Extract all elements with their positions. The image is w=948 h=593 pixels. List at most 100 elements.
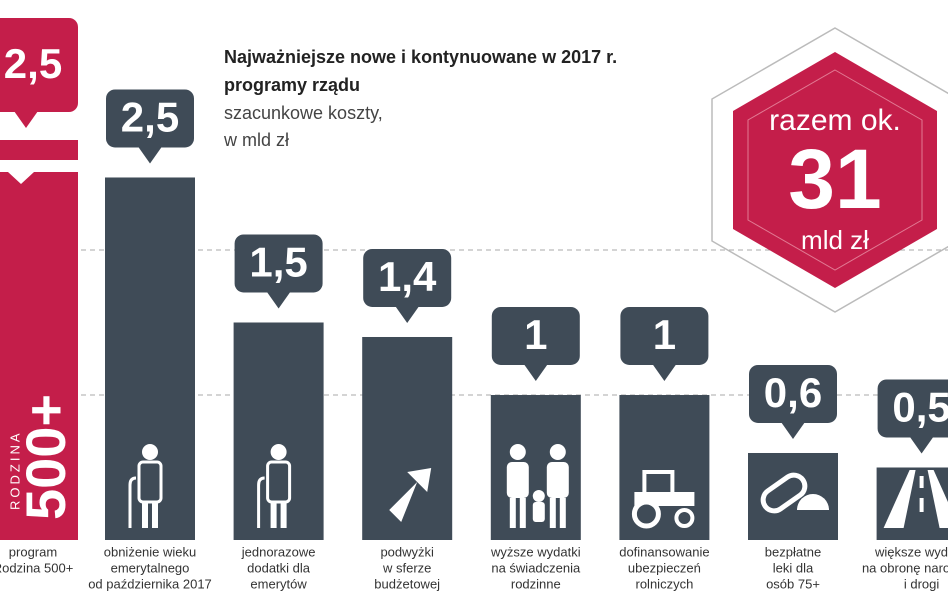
icon-part — [389, 468, 432, 522]
bar — [233, 322, 324, 540]
value-pointer — [909, 436, 934, 454]
category-label: emerytów — [250, 576, 307, 591]
category-label: dofinansowanie — [619, 544, 709, 559]
icon-part — [546, 462, 569, 498]
hexagon-outline — [711, 27, 948, 313]
value-box — [234, 234, 323, 293]
icon — [883, 470, 948, 528]
category-label: większe wydatki — [874, 544, 948, 559]
icon-part — [760, 472, 808, 514]
icon-part — [280, 502, 287, 528]
category-label: Rodzina 500+ — [0, 560, 73, 575]
icon-part — [549, 444, 566, 460]
total-value: 31 — [788, 132, 881, 226]
value-pointer — [266, 291, 291, 309]
category-label: i drogi — [904, 576, 940, 591]
category-label: od października 2017 — [88, 576, 212, 591]
total-unit: mld zł — [801, 225, 869, 255]
value-pointer — [523, 363, 548, 381]
icon-part — [506, 462, 529, 498]
category-label: osób 75+ — [766, 576, 820, 591]
category-label: rolniczych — [636, 576, 694, 591]
title: programy rządu — [224, 75, 360, 95]
icon-part — [509, 444, 526, 460]
brand-text: 500+ — [14, 394, 77, 520]
bar — [362, 336, 453, 540]
category-label: podwyżki — [380, 544, 434, 559]
icon-part — [797, 494, 829, 510]
icon-part — [142, 502, 148, 528]
value-pointer — [395, 305, 420, 323]
icon-part — [270, 444, 287, 460]
icon-part — [128, 476, 137, 528]
value-box — [620, 306, 709, 365]
icon-part — [883, 470, 916, 528]
value-box — [363, 248, 452, 307]
category-label: budżetowej — [374, 576, 440, 591]
icon-part — [257, 476, 265, 528]
icon — [128, 444, 163, 528]
bar — [0, 140, 78, 540]
value-pointer — [14, 111, 38, 128]
value-box — [877, 379, 948, 438]
icon-part — [919, 476, 924, 488]
value-pointer — [138, 146, 162, 164]
icon-part — [919, 498, 924, 512]
icon-part — [674, 508, 695, 528]
hexagon-inner — [747, 69, 923, 271]
icon-part — [137, 460, 163, 504]
icon-part — [142, 444, 158, 460]
icon-part — [532, 502, 545, 522]
value-box — [0, 18, 78, 112]
bar-break — [0, 160, 78, 172]
icon — [631, 470, 695, 529]
value-box — [106, 89, 194, 148]
value-label: 2,5 — [121, 94, 179, 141]
bar-break-notch — [8, 172, 34, 184]
value-label: 1 — [524, 311, 547, 358]
title: Najważniejsze nowe i kontynuowane w 2017… — [224, 47, 617, 67]
category-label: program — [9, 544, 57, 559]
value-label: 0,6 — [764, 369, 822, 416]
category-label: bezpłatne — [765, 544, 821, 559]
icon-part — [519, 498, 526, 528]
value-pointer — [781, 421, 805, 439]
category-label: na świadczenia — [491, 560, 581, 575]
icon — [257, 444, 292, 528]
category-label: jednorazowe — [241, 544, 316, 559]
value-label: 1,4 — [378, 253, 437, 300]
value-box — [491, 306, 580, 365]
category-label: emerytalnego — [111, 560, 190, 575]
icon — [760, 472, 829, 514]
icon-part — [549, 498, 556, 528]
category-label: obniżenie wieku — [104, 544, 197, 559]
icon-part — [509, 498, 516, 528]
total-label: razem ok. — [769, 104, 901, 137]
subtitle: szacunkowe koszty, — [224, 103, 383, 123]
category-label: ubezpieczeń — [628, 560, 701, 575]
value-label: 1,5 — [249, 239, 307, 286]
subtitle: w mld zł — [223, 130, 289, 150]
icon-part — [532, 490, 545, 502]
value-label: 2,5 — [4, 40, 62, 87]
brand-text: RODZINA — [7, 431, 22, 511]
category-label: w sferze — [382, 560, 431, 575]
icon-part — [152, 502, 158, 528]
value-label: 0,5 — [892, 384, 948, 431]
icon-part — [631, 499, 661, 529]
icon — [506, 444, 569, 528]
icon — [389, 468, 432, 522]
category-label: dodatki dla — [247, 560, 311, 575]
icon-part — [559, 498, 566, 528]
bar — [105, 177, 195, 540]
icon-part — [266, 460, 292, 504]
category-label: leki dla — [773, 560, 814, 575]
icon-part — [927, 470, 948, 528]
icon-part — [270, 502, 277, 528]
category-label: na obronę narodową — [862, 560, 948, 575]
value-label: 1 — [653, 311, 676, 358]
category-label: rodzinne — [511, 576, 561, 591]
category-label: wyższe wydatki — [490, 544, 581, 559]
value-pointer — [652, 363, 677, 381]
